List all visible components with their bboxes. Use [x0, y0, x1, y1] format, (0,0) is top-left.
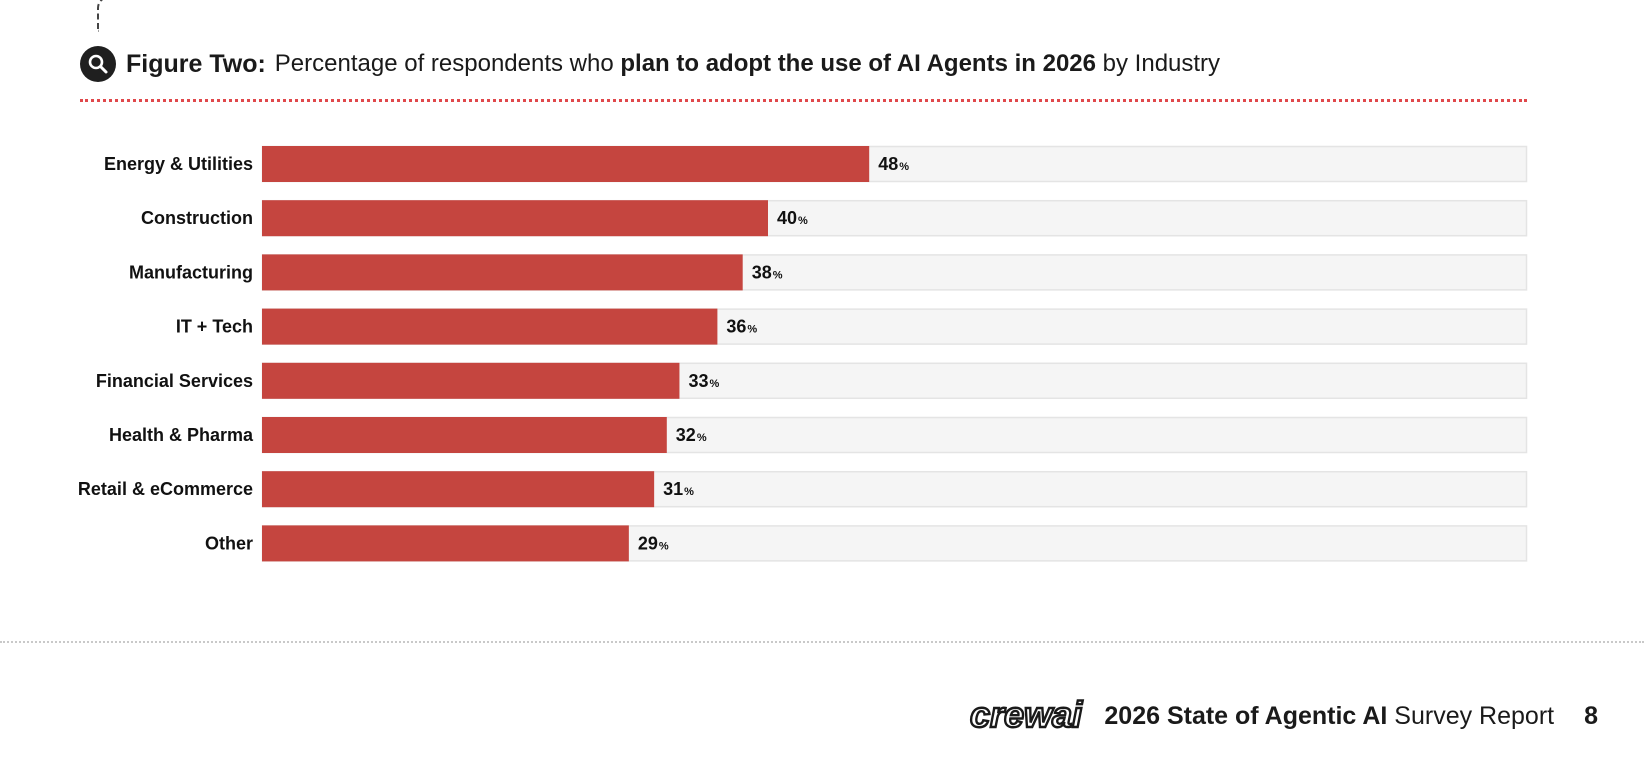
data-label-unit: %: [747, 324, 757, 336]
connector-line: [97, 0, 113, 32]
figure-header: Figure Two: Percentage of respondents wh…: [80, 44, 1220, 84]
caption-tail: by Industry: [1102, 50, 1221, 77]
category-label: Financial Services: [96, 371, 253, 391]
bar: [262, 471, 655, 508]
data-label-unit: %: [659, 540, 669, 552]
data-label-unit: %: [798, 215, 808, 227]
caption-lead: Percentage of respondents who: [274, 50, 614, 77]
header-divider: [80, 99, 1527, 102]
bar: [262, 417, 667, 453]
category-label: Construction: [141, 208, 253, 228]
bar: [262, 525, 629, 562]
category-label: Retail & eCommerce: [78, 479, 253, 499]
crewai-logo: crewai: [969, 694, 1084, 736]
page-footer: crewai 2026 State of Agentic AI Survey R…: [966, 694, 1598, 738]
bar: [262, 146, 870, 182]
data-label-unit: %: [684, 486, 694, 498]
data-label-unit: %: [709, 378, 719, 390]
figure-caption: Percentage of respondents who plan to ad…: [275, 50, 1220, 78]
search-icon: [80, 46, 116, 82]
bar: [262, 200, 768, 237]
category-label: IT + Tech: [176, 317, 253, 337]
report-title-rest: Survey Report: [1394, 701, 1555, 730]
bar: [262, 362, 680, 399]
category-label: Manufacturing: [129, 262, 253, 282]
category-label: Other: [205, 533, 253, 553]
category-label: Energy & Utilities: [104, 154, 253, 174]
bar: [262, 308, 718, 345]
page-number: 8: [1584, 701, 1598, 730]
data-label-unit: %: [773, 269, 783, 281]
data-label-unit: %: [899, 161, 909, 173]
caption-emphasis: plan to adopt the use of AI Agents in 20…: [620, 50, 1096, 77]
category-label: Health & Pharma: [109, 425, 254, 445]
figure-label: Figure Two:: [126, 49, 266, 78]
report-title-bold: 2026 State of Agentic AI: [1104, 701, 1388, 730]
bar: [262, 254, 743, 291]
report-title: 2026 State of Agentic AI Survey Report: [1104, 702, 1554, 731]
industry-bar-chart: Energy & Utilities 48%Construction 40%Manu…: [78, 145, 1528, 562]
crewai-wordmark: crewai: [970, 694, 1083, 735]
footer-divider: [0, 641, 1644, 643]
data-label-unit: %: [697, 432, 707, 444]
